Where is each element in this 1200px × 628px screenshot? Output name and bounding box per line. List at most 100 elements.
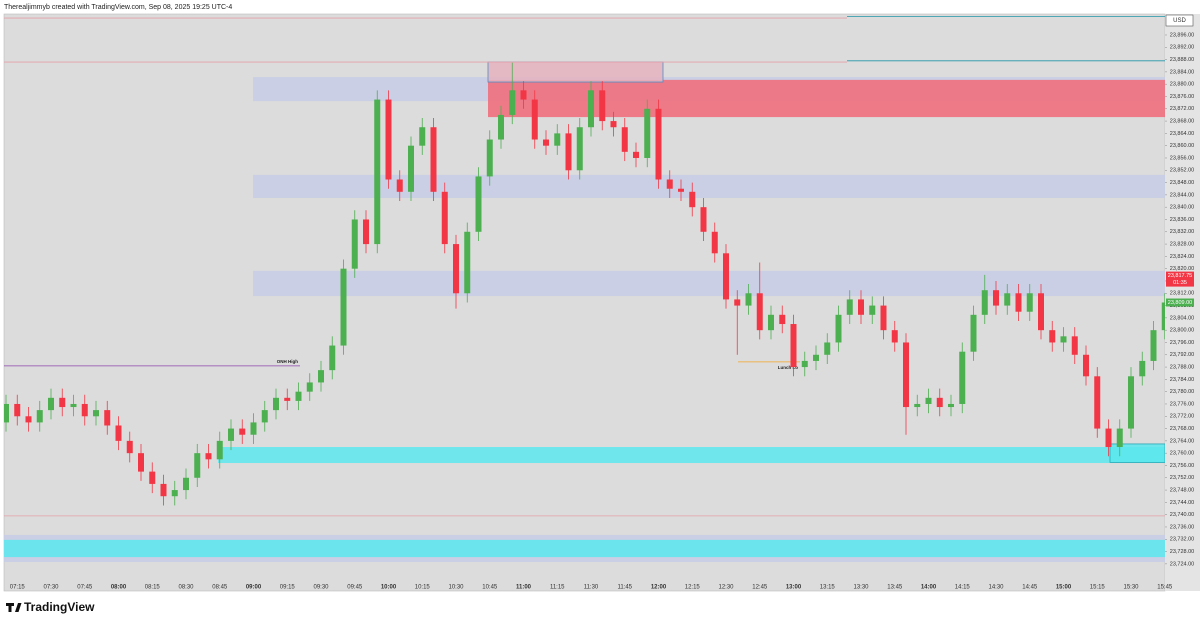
candle-body <box>441 191 448 245</box>
y-tick-label: 23,760.00 <box>1170 451 1194 457</box>
x-tick-label: 13:15 <box>820 585 836 591</box>
x-tick-label: 09:00 <box>246 585 262 591</box>
y-tick-label: 23,772.00 <box>1170 414 1194 420</box>
candle-body <box>723 253 729 300</box>
candle-body <box>340 268 347 346</box>
candle-body <box>633 151 639 158</box>
candle-body <box>520 90 527 100</box>
candle-body <box>869 305 876 315</box>
candle-body <box>846 299 853 315</box>
candle-body <box>25 416 32 423</box>
candle-body <box>430 127 437 192</box>
candle-body <box>126 440 133 454</box>
x-tick-label: 11:00 <box>516 585 532 591</box>
y-tick-label: 23,884.00 <box>1170 69 1194 75</box>
candle-body <box>160 483 167 497</box>
y-tick-label: 23,740.00 <box>1170 512 1194 518</box>
candle-body <box>385 99 392 180</box>
zone <box>487 61 664 83</box>
y-tick-label: 23,860.00 <box>1170 143 1194 149</box>
candle-body <box>891 330 898 343</box>
x-tick-label: 15:15 <box>1090 585 1106 591</box>
candle-body <box>295 391 302 401</box>
candle-body <box>565 133 572 171</box>
y-tick-label: 23,876.00 <box>1170 94 1194 100</box>
candle-body <box>329 345 336 371</box>
candle-body <box>408 145 414 192</box>
candle-body <box>498 114 504 140</box>
x-tick-label: 15:30 <box>1123 585 1139 591</box>
candle-body <box>599 90 606 122</box>
candle-body <box>486 139 493 177</box>
x-tick-label: 09:15 <box>280 585 296 591</box>
zone <box>253 270 1165 297</box>
y-tick-label: 23,792.00 <box>1170 352 1194 358</box>
candle-body <box>801 360 808 368</box>
currency-box <box>1165 14 1194 27</box>
candle-body <box>1116 428 1123 448</box>
candle-body <box>183 477 189 491</box>
candle-body <box>14 403 21 417</box>
candle-body <box>48 397 54 411</box>
candle-body <box>1015 293 1022 312</box>
zone <box>1109 443 1165 463</box>
x-tick-label: 15:00 <box>1056 585 1072 591</box>
candle-body <box>948 403 954 408</box>
y-tick-label: 23,756.00 <box>1170 463 1194 469</box>
candle-body <box>936 397 943 408</box>
y-tick-label: 23,796.00 <box>1170 340 1194 346</box>
candle-body <box>610 121 617 128</box>
candle-body <box>363 219 369 245</box>
candle-body <box>104 410 111 426</box>
y-tick-label: 23,732.00 <box>1170 537 1194 543</box>
x-tick-label: 08:15 <box>145 585 161 591</box>
candle-body <box>1083 354 1089 377</box>
level-label: ONH High <box>277 359 298 364</box>
candle-body <box>509 90 516 115</box>
y-tick-label: 23,804.00 <box>1170 315 1194 321</box>
x-tick-label: 12:15 <box>685 585 701 591</box>
x-tick-label: 11:30 <box>584 585 599 591</box>
x-tick-label: 14:00 <box>921 585 937 591</box>
candle-body <box>261 410 268 423</box>
x-tick-label: 08:00 <box>111 585 127 591</box>
y-tick-label: 23,856.00 <box>1170 155 1194 161</box>
candle-body <box>700 207 707 232</box>
y-tick-label: 23,744.00 <box>1170 500 1194 506</box>
candle-body <box>531 99 538 140</box>
candle-body <box>588 90 594 128</box>
y-tick-label: 23,824.00 <box>1170 254 1194 260</box>
countdown: 01:35 <box>1173 280 1187 286</box>
y-tick-label: 23,764.00 <box>1170 438 1194 444</box>
candle-body <box>993 290 999 306</box>
candle-body <box>970 314 977 352</box>
y-tick-label: 23,788.00 <box>1170 365 1194 371</box>
y-tick-label: 23,784.00 <box>1170 377 1194 383</box>
zone <box>218 447 1165 464</box>
candle-body <box>1139 360 1146 377</box>
y-tick-label: 23,800.00 <box>1170 328 1194 334</box>
candle-body <box>779 314 786 325</box>
y-tick-label: 23,848.00 <box>1170 180 1194 186</box>
candle-body <box>745 293 752 306</box>
candle-body <box>1161 302 1165 331</box>
x-tick-label: 13:00 <box>786 585 802 591</box>
logo-icon <box>6 603 22 612</box>
x-tick-label: 09:30 <box>313 585 329 591</box>
x-tick-label: 10:45 <box>482 585 498 591</box>
x-tick-label: 13:45 <box>887 585 903 591</box>
candle-body <box>655 108 662 180</box>
candle-body <box>768 314 774 331</box>
y-tick-label: 23,872.00 <box>1170 106 1194 112</box>
x-tick-label: 14:15 <box>955 585 971 591</box>
x-tick-label: 13:30 <box>853 585 869 591</box>
candle-body <box>138 453 144 472</box>
candle-body <box>666 179 673 189</box>
x-tick-label: 11:15 <box>550 585 565 591</box>
candle-body <box>813 354 819 361</box>
candle-body <box>318 370 324 383</box>
candle-body <box>250 422 257 435</box>
candle-body <box>1060 336 1067 343</box>
candle-body <box>149 471 156 484</box>
